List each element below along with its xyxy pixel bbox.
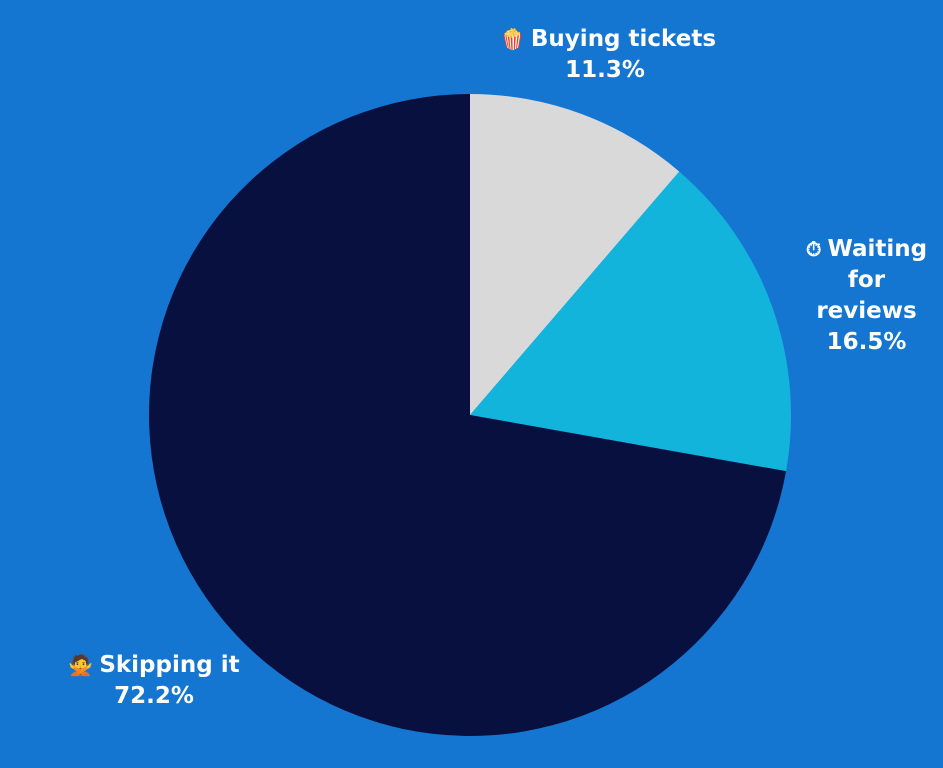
slice-name-waiting-for-reviews: Waiting for reviews [816,236,928,324]
person-crossed-arms-icon: 🙅 [68,653,94,677]
slice-name-skipping-it: Skipping it [99,652,240,678]
popcorn-icon: 🍿 [500,27,525,51]
slice-name-buying-tickets: Buying tickets [530,26,717,52]
slice-value-skipping-it: 72.2% [114,683,194,709]
slice-value-waiting-for-reviews: 16.5% [826,329,907,355]
slice-label-skipping-it: 🙅 Skipping it 72.2% [68,650,240,712]
pie-slice-skipping-it [149,94,787,736]
slice-label-buying-tickets: 🍿 Buying tickets 11.3% [500,24,716,86]
pie-slice-buying-tickets [470,94,680,415]
slice-label-waiting-for-reviews: ⏱ Waiting for reviews 16.5% [794,234,939,358]
pie-slice-waiting-for-reviews [470,171,792,472]
slice-value-buying-tickets: 11.3% [565,57,645,83]
stopwatch-icon: ⏱ [805,237,822,261]
